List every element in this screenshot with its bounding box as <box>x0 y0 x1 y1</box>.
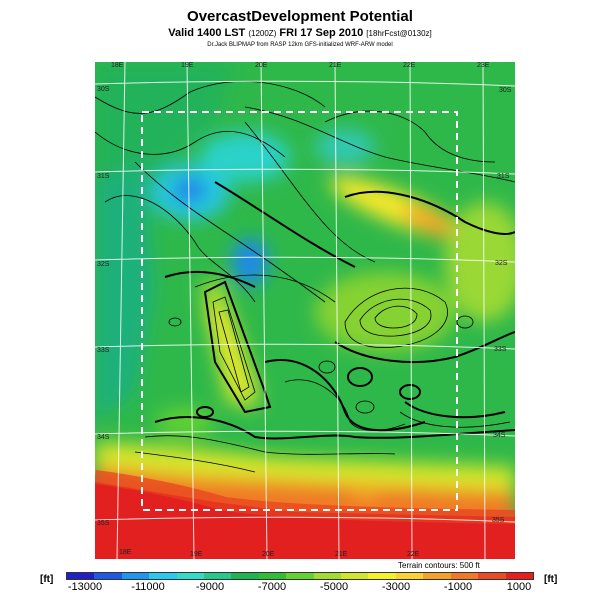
lon-label-top: 21E <box>329 62 342 69</box>
lon-label-top: 23E <box>477 62 490 69</box>
colorbar-swatch <box>67 573 95 579</box>
colorbar-unit-right: [ft] <box>544 574 558 585</box>
colorbar <box>66 572 534 580</box>
colorbar-swatch <box>423 573 451 579</box>
lat-label-right: 32S <box>495 260 508 267</box>
lat-label-right: 30S <box>499 87 512 94</box>
valid-date: FRI 17 Sep 2010 <box>279 27 364 39</box>
valid-prefix: Valid 1400 LST <box>168 27 246 39</box>
colorbar-swatch <box>176 573 205 579</box>
colorbar-label: -1000 <box>443 581 473 593</box>
lat-labels-right: 30S 31S 32S 33S 34S 35S <box>492 87 512 524</box>
terrain-contour-note: Terrain contours: 500 ft <box>398 561 480 570</box>
chart-title: OvercastDevelopment Potential <box>187 8 413 25</box>
colorbar-swatch <box>94 573 122 579</box>
lon-labels-bottom: 18E 19E 20E 21E 22E <box>119 549 420 558</box>
lat-labels-left: 30S 31S 32S 33S 34S 35S <box>97 86 110 527</box>
model-credit: Dr.Jack BLIPMAP from RASP 12km GFS-initi… <box>207 42 393 48</box>
colorbar-label: -11000 <box>131 581 165 593</box>
lat-label-right: 31S <box>497 173 510 180</box>
lat-label-right: 35S <box>492 517 505 524</box>
lat-label-left: 35S <box>97 520 110 527</box>
colorbar-swatch <box>149 573 177 579</box>
colorbar-swatch <box>231 573 259 579</box>
colorbar-swatch <box>258 573 287 579</box>
colorbar-label: -5000 <box>319 581 349 593</box>
lon-label-top: 18E <box>111 62 124 69</box>
lat-label-left: 33S <box>97 347 110 354</box>
lon-label-bottom: 18E <box>119 549 132 556</box>
field-shading <box>95 62 515 532</box>
colorbar-swatch <box>478 573 506 579</box>
lon-label-top: 20E <box>255 62 268 69</box>
lon-label-bottom: 19E <box>190 551 203 558</box>
field-orange-edge <box>95 470 515 524</box>
colorbar-unit-left: [ft] <box>40 574 54 585</box>
lon-labels-top: 18E 19E 20E 21E 22E 23E <box>111 62 490 69</box>
valid-time-line: Valid 1400 LST (1200Z) FRI 17 Sep 2010 [… <box>0 27 600 39</box>
colorbar-swatch <box>395 573 424 579</box>
lon-label-bottom: 20E <box>262 551 275 558</box>
colorbar-label: 1000 <box>506 581 532 593</box>
lat-label-right: 34S <box>493 432 506 439</box>
valid-utc: (1200Z) <box>248 29 277 38</box>
lat-label-left: 34S <box>97 434 110 441</box>
forecast-tag: [18hrFcst@0130z] <box>366 29 432 38</box>
colorbar-swatch <box>204 573 232 579</box>
forecast-map-svg: 18E 19E 20E 21E 22E 23E 18E 19E 20E 21E … <box>95 62 515 559</box>
inner-domain-box <box>141 111 458 511</box>
lon-label-top: 19E <box>181 62 194 69</box>
lon-label-bottom: 22E <box>407 551 420 558</box>
lat-lon-grid <box>95 62 515 559</box>
colorbar-swatch <box>313 573 342 579</box>
colorbar-swatch <box>368 573 396 579</box>
lat-label-left: 32S <box>97 261 110 268</box>
colorbar-swatch <box>505 573 533 579</box>
colorbar-label: -13000 <box>67 581 103 593</box>
lat-label-left: 31S <box>97 173 110 180</box>
colorbar-label: -7000 <box>257 581 287 593</box>
lat-label-left: 30S <box>97 86 110 93</box>
lon-label-bottom: 21E <box>335 551 348 558</box>
colorbar-label: -9000 <box>195 581 225 593</box>
colorbar-swatch <box>450 573 479 579</box>
colorbar-swatch <box>121 573 150 579</box>
colorbar-label: -3000 <box>381 581 411 593</box>
lon-label-top: 22E <box>403 62 416 69</box>
colorbar-swatch <box>341 573 369 579</box>
forecast-map: 18E 19E 20E 21E 22E 23E 18E 19E 20E 21E … <box>95 62 515 559</box>
lat-label-right: 33S <box>494 346 507 353</box>
colorbar-swatch <box>286 573 314 579</box>
